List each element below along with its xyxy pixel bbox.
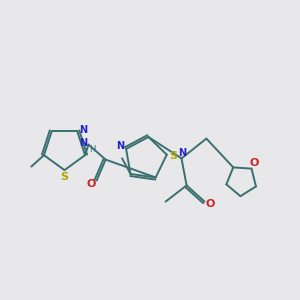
Text: N: N bbox=[178, 148, 186, 158]
Text: N: N bbox=[79, 124, 87, 134]
Text: O: O bbox=[205, 199, 215, 209]
Text: O: O bbox=[250, 158, 259, 168]
Text: S: S bbox=[61, 172, 68, 182]
Text: N: N bbox=[116, 141, 124, 151]
Text: H: H bbox=[89, 146, 95, 154]
Text: O: O bbox=[86, 178, 96, 189]
Text: N: N bbox=[79, 138, 87, 148]
Text: S: S bbox=[169, 151, 177, 161]
